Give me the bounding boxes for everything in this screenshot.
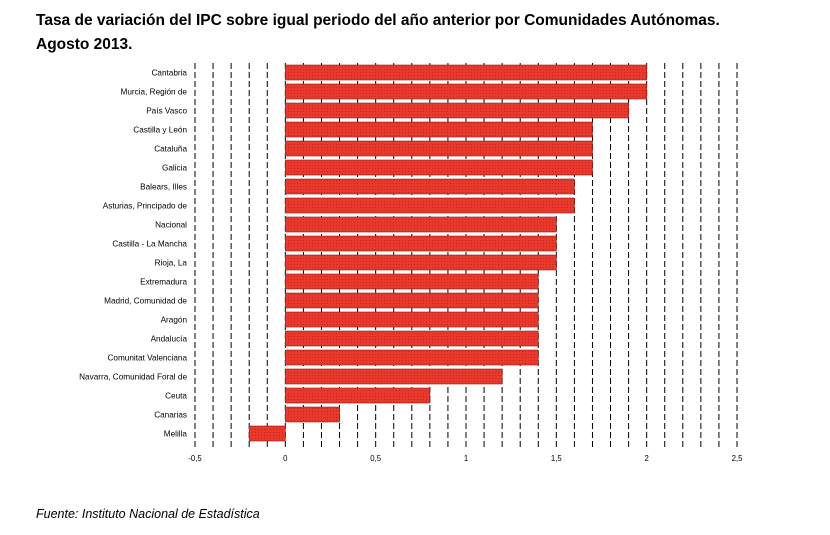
bar	[285, 235, 557, 252]
bar	[285, 102, 629, 119]
bar	[285, 368, 503, 385]
bar	[285, 292, 539, 309]
category-label: Cataluña	[154, 145, 187, 154]
bar	[285, 311, 539, 328]
bar	[248, 425, 286, 442]
category-label: Comunitat Valenciana	[108, 354, 188, 363]
bar-chart: Cantabria Murcia, Región de País Vasco Cast…	[79, 63, 743, 463]
bar	[285, 140, 593, 157]
x-tick-label: 2	[644, 454, 648, 463]
category-label: Galicia	[162, 164, 187, 173]
bar	[285, 254, 557, 271]
chart-title-line-2: Agosto 2013.	[36, 36, 133, 53]
category-label: Aragón	[161, 316, 188, 325]
category-labels: Cantabria Murcia, Región de País Vasco Cast…	[79, 69, 187, 439]
bar	[285, 121, 593, 138]
bars	[248, 64, 647, 442]
category-label: Navarra, Comunidad Foral de	[79, 373, 187, 382]
category-label: Balears, Illes	[140, 183, 187, 192]
bar	[285, 159, 593, 176]
bar	[285, 273, 539, 290]
bar	[285, 406, 340, 423]
category-label: Madrid, Comunidad de	[104, 297, 187, 306]
category-label: Asturias, Principado de	[103, 202, 188, 211]
category-label: Rioja, La	[155, 259, 188, 268]
category-label: Extremadura	[140, 278, 187, 287]
category-label: Cantabria	[151, 69, 187, 78]
bar	[285, 349, 539, 366]
x-tick-label: 0,5	[370, 454, 382, 463]
bar	[285, 330, 539, 347]
category-label: Murcia, Región de	[121, 88, 188, 97]
bar	[285, 178, 575, 195]
bar	[285, 83, 647, 100]
category-label: País Vasco	[146, 107, 187, 116]
x-tick-label: 1	[464, 454, 468, 463]
x-tick-label: 0	[283, 454, 288, 463]
x-tick-label: -0,5	[188, 454, 202, 463]
category-label: Canarias	[154, 411, 187, 420]
category-label: Castilla - La Mancha	[112, 240, 187, 249]
category-label: Melilla	[164, 430, 188, 439]
category-label: Andalucía	[151, 335, 188, 344]
bar	[285, 197, 575, 214]
bar	[285, 387, 431, 404]
source-note: Fuente: Instituto Nacional de Estadístic…	[36, 507, 260, 521]
category-label: Ceuta	[165, 392, 187, 401]
chart-title-line-1: Tasa de variación del IPC sobre igual pe…	[36, 12, 720, 29]
x-axis-ticks: -0,5 0 0,5 1 1,5 2 2,5	[188, 454, 743, 463]
category-label: Castilla y León	[133, 126, 187, 135]
x-tick-label: 2,5	[732, 454, 744, 463]
category-label: Nacional	[155, 221, 187, 230]
chart-title: Tasa de variación del IPC sobre igual pe…	[36, 9, 826, 57]
x-tick-label: 1,5	[551, 454, 563, 463]
bar	[285, 64, 647, 81]
bar	[285, 216, 557, 233]
